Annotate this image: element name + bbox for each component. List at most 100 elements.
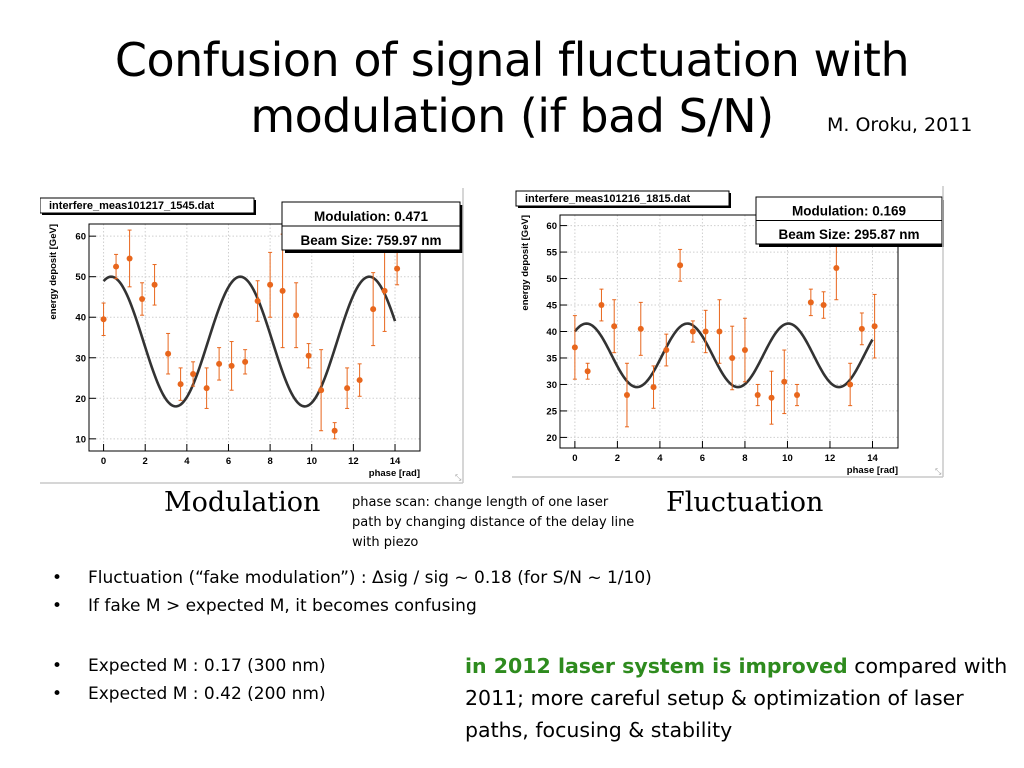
data-point [858, 325, 865, 332]
slide-title-line2: modulation (if bad S/N) [250, 89, 774, 143]
data-point [571, 344, 578, 351]
x-tick-label: 6 [700, 453, 705, 464]
slide-title: Confusion of signal fluctuation with mod… [40, 32, 984, 144]
data-point [847, 381, 854, 388]
data-point [113, 263, 120, 270]
data-point [331, 427, 338, 434]
data-point [820, 302, 827, 309]
data-point [203, 385, 210, 392]
x-tick-label: 4 [184, 456, 190, 467]
data-point [394, 265, 401, 272]
x-tick-label: 10 [782, 453, 793, 464]
data-point [177, 381, 184, 388]
data-point [637, 325, 644, 332]
data-point [598, 302, 605, 309]
data-point [741, 347, 748, 354]
data-point [293, 312, 300, 319]
data-point [126, 255, 133, 262]
stats-modulation: Modulation: 0.471 [314, 209, 429, 224]
histogram-title: interfere_meas101216_1815.dat [525, 193, 690, 205]
y-tick-label: 30 [75, 353, 86, 364]
data-point [689, 328, 696, 335]
y-tick-label: 40 [546, 327, 557, 338]
x-tick-label: 12 [825, 453, 836, 464]
x-tick-label: 6 [226, 456, 231, 467]
y-tick-label: 60 [546, 221, 557, 232]
improvement-note: in 2012 laser system is improved compare… [465, 650, 1010, 746]
data-point [216, 360, 223, 367]
data-point [190, 370, 197, 377]
y-tick-label: 20 [546, 433, 557, 444]
data-point [768, 394, 775, 401]
histogram-title: interfere_meas101217_1545.dat [49, 200, 214, 212]
x-axis-title: phase [rad] [369, 468, 420, 479]
fit-curve [102, 275, 397, 408]
x-tick-label: 14 [867, 453, 878, 464]
bullet-list-top: Fluctuation (“fake modulation”) : Δsig /… [48, 564, 808, 620]
data-point [781, 378, 788, 385]
bullet-list-bottom: Expected M : 0.17 (300 nm) Expected M : … [48, 652, 448, 708]
y-tick-label: 60 [75, 232, 86, 243]
x-tick-label: 2 [143, 456, 148, 467]
x-tick-label: 12 [348, 456, 359, 467]
data-point [584, 368, 591, 375]
data-point [267, 281, 274, 288]
y-tick-label: 25 [546, 406, 557, 417]
data-point [344, 385, 351, 392]
resize-grip-icon: ⤡ [935, 467, 942, 476]
caption-modulation: Modulation [164, 487, 321, 518]
bullet-item: Fluctuation (“fake modulation”) : Δsig /… [48, 564, 808, 592]
y-tick-label: 35 [546, 353, 557, 364]
plot-frame [88, 223, 421, 452]
stats-beam-size: Beam Size: 295.87 nm [778, 227, 919, 242]
data-point [833, 264, 840, 271]
data-point [165, 350, 172, 357]
caption-fluctuation: Fluctuation [666, 487, 824, 518]
x-tick-label: 8 [742, 453, 747, 464]
data-point [663, 347, 670, 354]
bullet-item: Expected M : 0.17 (300 nm) [48, 652, 448, 680]
y-axis-title: energy deposit [GeV] [48, 224, 59, 320]
data-point [279, 287, 286, 294]
x-tick-label: 8 [267, 456, 272, 467]
data-point [228, 362, 235, 369]
data-point [254, 298, 261, 305]
y-axis-title: energy deposit [GeV] [520, 215, 531, 311]
modulation-plot: 0 2 4 6 8 10 12 14 10 20 30 40 50 60 phase [rad] energy… [40, 188, 464, 484]
data-point [318, 387, 325, 394]
data-point [242, 358, 249, 365]
title-box [40, 197, 255, 214]
improvement-text: compared with 2011; more careful setup &… [465, 654, 1008, 742]
data-point [794, 392, 801, 399]
bullet-item: If fake M > expected M, it becomes confu… [48, 592, 808, 620]
data-point [623, 392, 630, 399]
y-tick-label: 55 [546, 248, 557, 259]
data-point [871, 323, 878, 330]
data-point [677, 262, 684, 269]
modulation-plot-panel: 0 2 4 6 8 10 12 14 10 20 30 40 50 60 phase [rad] energy… [40, 188, 464, 484]
bullet-item: Expected M : 0.42 (200 nm) [48, 680, 448, 708]
credit-text: M. Oroku, 2011 [827, 114, 973, 136]
fluctuation-plot: 0 2 4 6 8 10 12 14 20 25 30 35 40 45 50 55 60 phase [rad]… [512, 186, 944, 478]
fit-curve [573, 322, 874, 389]
x-axis-title: phase [rad] [847, 465, 898, 476]
y-tick-label: 50 [75, 272, 86, 283]
stats-beam-size: Beam Size: 759.97 nm [300, 233, 441, 248]
plot-frame-fill [89, 224, 420, 451]
data-point [702, 328, 709, 335]
data-point [754, 392, 761, 399]
data-point [356, 377, 363, 384]
data-point [381, 287, 388, 294]
x-tick-label: 0 [572, 453, 577, 464]
data-point [650, 384, 657, 391]
y-tick-label: 40 [75, 313, 86, 324]
x-tick-label: 14 [390, 456, 401, 467]
y-tick-label: 10 [75, 434, 86, 445]
y-tick-label: 30 [546, 380, 557, 391]
data-point [151, 281, 158, 288]
data-point [370, 306, 377, 313]
x-tick-label: 10 [306, 456, 317, 467]
data-point [305, 352, 312, 359]
x-tick-label: 2 [615, 453, 620, 464]
stats-modulation: Modulation: 0.169 [792, 204, 906, 219]
